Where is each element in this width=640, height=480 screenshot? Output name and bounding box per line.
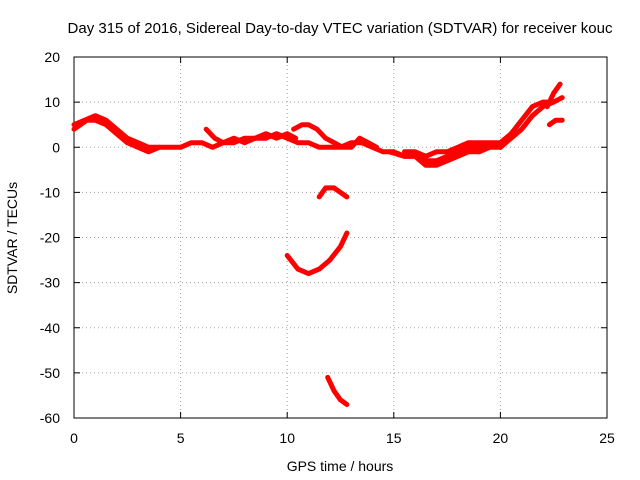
series-track-9 xyxy=(546,117,565,128)
axis-ticks: 0 5 10 15 20 25 -60 -50 -40 -30 -20 -10 0 10 20 xyxy=(40,49,615,446)
y-tick-label: -40 xyxy=(40,320,60,336)
y-tick-label: -30 xyxy=(40,275,60,291)
x-tick-label: 10 xyxy=(279,430,295,446)
series-track-1 xyxy=(71,99,552,164)
x-tick-label: 0 xyxy=(70,430,78,446)
data-series xyxy=(71,81,565,407)
series-track-8 xyxy=(544,81,563,110)
series-track-4 xyxy=(291,122,380,150)
series-track-6 xyxy=(402,140,503,159)
y-tick-label: -10 xyxy=(40,184,60,200)
series-track-11 xyxy=(284,230,350,277)
series-track-2 xyxy=(71,113,162,150)
series-track-7 xyxy=(497,95,565,150)
series-track-5 xyxy=(387,144,503,168)
y-tick-label: 20 xyxy=(44,49,60,65)
y-tick-label: -20 xyxy=(40,230,60,246)
y-tick-label: 10 xyxy=(44,94,60,110)
series-track-10 xyxy=(316,185,350,200)
y-tick-label: -60 xyxy=(40,410,60,426)
x-tick-label: 15 xyxy=(386,430,402,446)
chart-title: Day 315 of 2016, Sidereal Day-to-day VTE… xyxy=(68,20,613,37)
x-tick-label: 25 xyxy=(599,430,615,446)
x-tick-label: 20 xyxy=(493,430,509,446)
grid xyxy=(74,57,607,418)
x-axis-label: GPS time / hours xyxy=(287,458,394,474)
y-tick-label: -50 xyxy=(40,365,60,381)
series-track-12 xyxy=(325,374,350,407)
x-tick-label: 5 xyxy=(177,430,185,446)
y-axis-label: SDTVAR / TECUs xyxy=(4,182,20,294)
y-tick-label: 0 xyxy=(52,139,60,155)
series-track-3 xyxy=(203,126,299,146)
